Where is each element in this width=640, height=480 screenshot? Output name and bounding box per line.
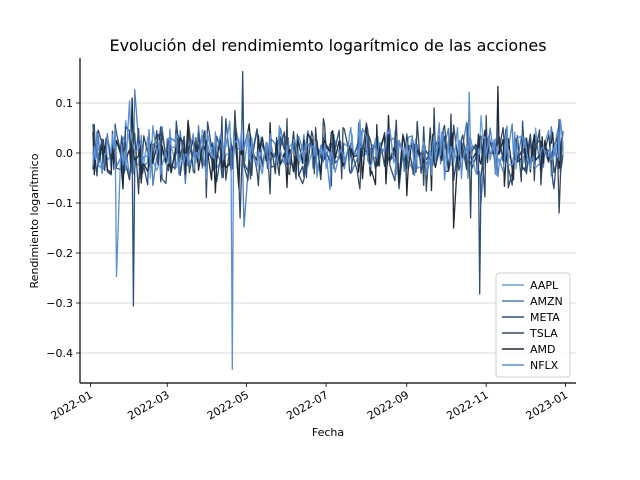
legend-label: NFLX <box>530 359 559 372</box>
x-tick-label: 2022-09 <box>365 388 411 422</box>
x-tick-label: 2022-11 <box>444 388 490 422</box>
y-tick-label: 0.0 <box>56 147 74 160</box>
y-axis-label: Rendimiento logarítmico <box>28 153 41 288</box>
y-axis-ticks: 0.1 0.0 −0.1 −0.2 −0.3 −0.4 <box>46 97 80 360</box>
legend-label: AMD <box>530 343 556 356</box>
x-tick-label: 2022-05 <box>205 388 251 422</box>
y-tick-label: 0.1 <box>56 97 74 110</box>
y-tick-label: −0.1 <box>46 197 73 210</box>
y-tick-label: −0.4 <box>46 347 73 360</box>
legend-label: TSLA <box>529 327 558 340</box>
y-tick-label: −0.3 <box>46 297 73 310</box>
y-tick-label: −0.2 <box>46 247 73 260</box>
x-tick-label: 2022-01 <box>49 388 95 422</box>
legend-box <box>495 272 571 378</box>
x-axis-label: Fecha <box>312 426 344 439</box>
legend-label: AMZN <box>530 295 563 308</box>
axes <box>79 58 576 384</box>
plot-area <box>92 70 564 371</box>
series-line-meta <box>92 70 564 307</box>
x-tick-label: 2022-03 <box>125 388 171 422</box>
legend-label: META <box>530 311 560 324</box>
series-line-nflx <box>92 91 564 371</box>
legend-label: AAPL <box>530 279 559 292</box>
x-axis-ticks: 2022-01 2022-03 2022-05 2022-07 2022-09 2022-… <box>49 383 570 423</box>
chart-title: Evolución del rendimiemto logarítmico de… <box>109 36 546 55</box>
x-tick-label: 2022-07 <box>284 388 330 422</box>
legend: AAPL AMZN META TSLA AMD NFLX <box>495 272 571 378</box>
x-tick-label: 2023-01 <box>524 388 570 422</box>
